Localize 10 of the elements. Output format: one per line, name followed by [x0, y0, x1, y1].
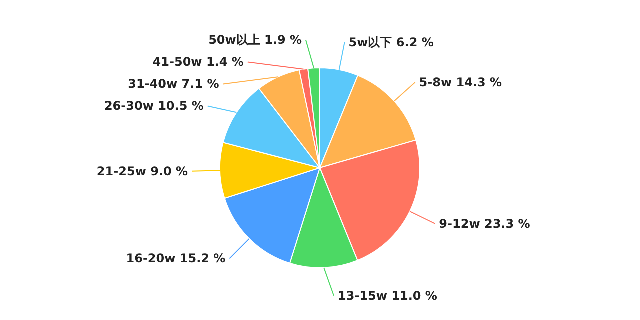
slice-label: 41-50w 1.4 % [152, 55, 244, 70]
slice-label: 31-40w 7.1 % [128, 77, 220, 92]
slice-label: 21-25w 9.0 % [96, 164, 188, 178]
slice-label: 5w以下 6.2 % [348, 35, 434, 50]
slice-label: 13-15w 11.0 % [338, 288, 438, 303]
slice-label: 9-12w 23.3 % [439, 216, 530, 231]
slice-label: 26-30w 10.5 % [104, 99, 204, 114]
slice-label: 50w以上 1.9 % [208, 33, 302, 48]
slice-label: 5-8w 14.3 % [419, 76, 502, 90]
slice-label: 16-20w 15.2 % [126, 252, 226, 266]
